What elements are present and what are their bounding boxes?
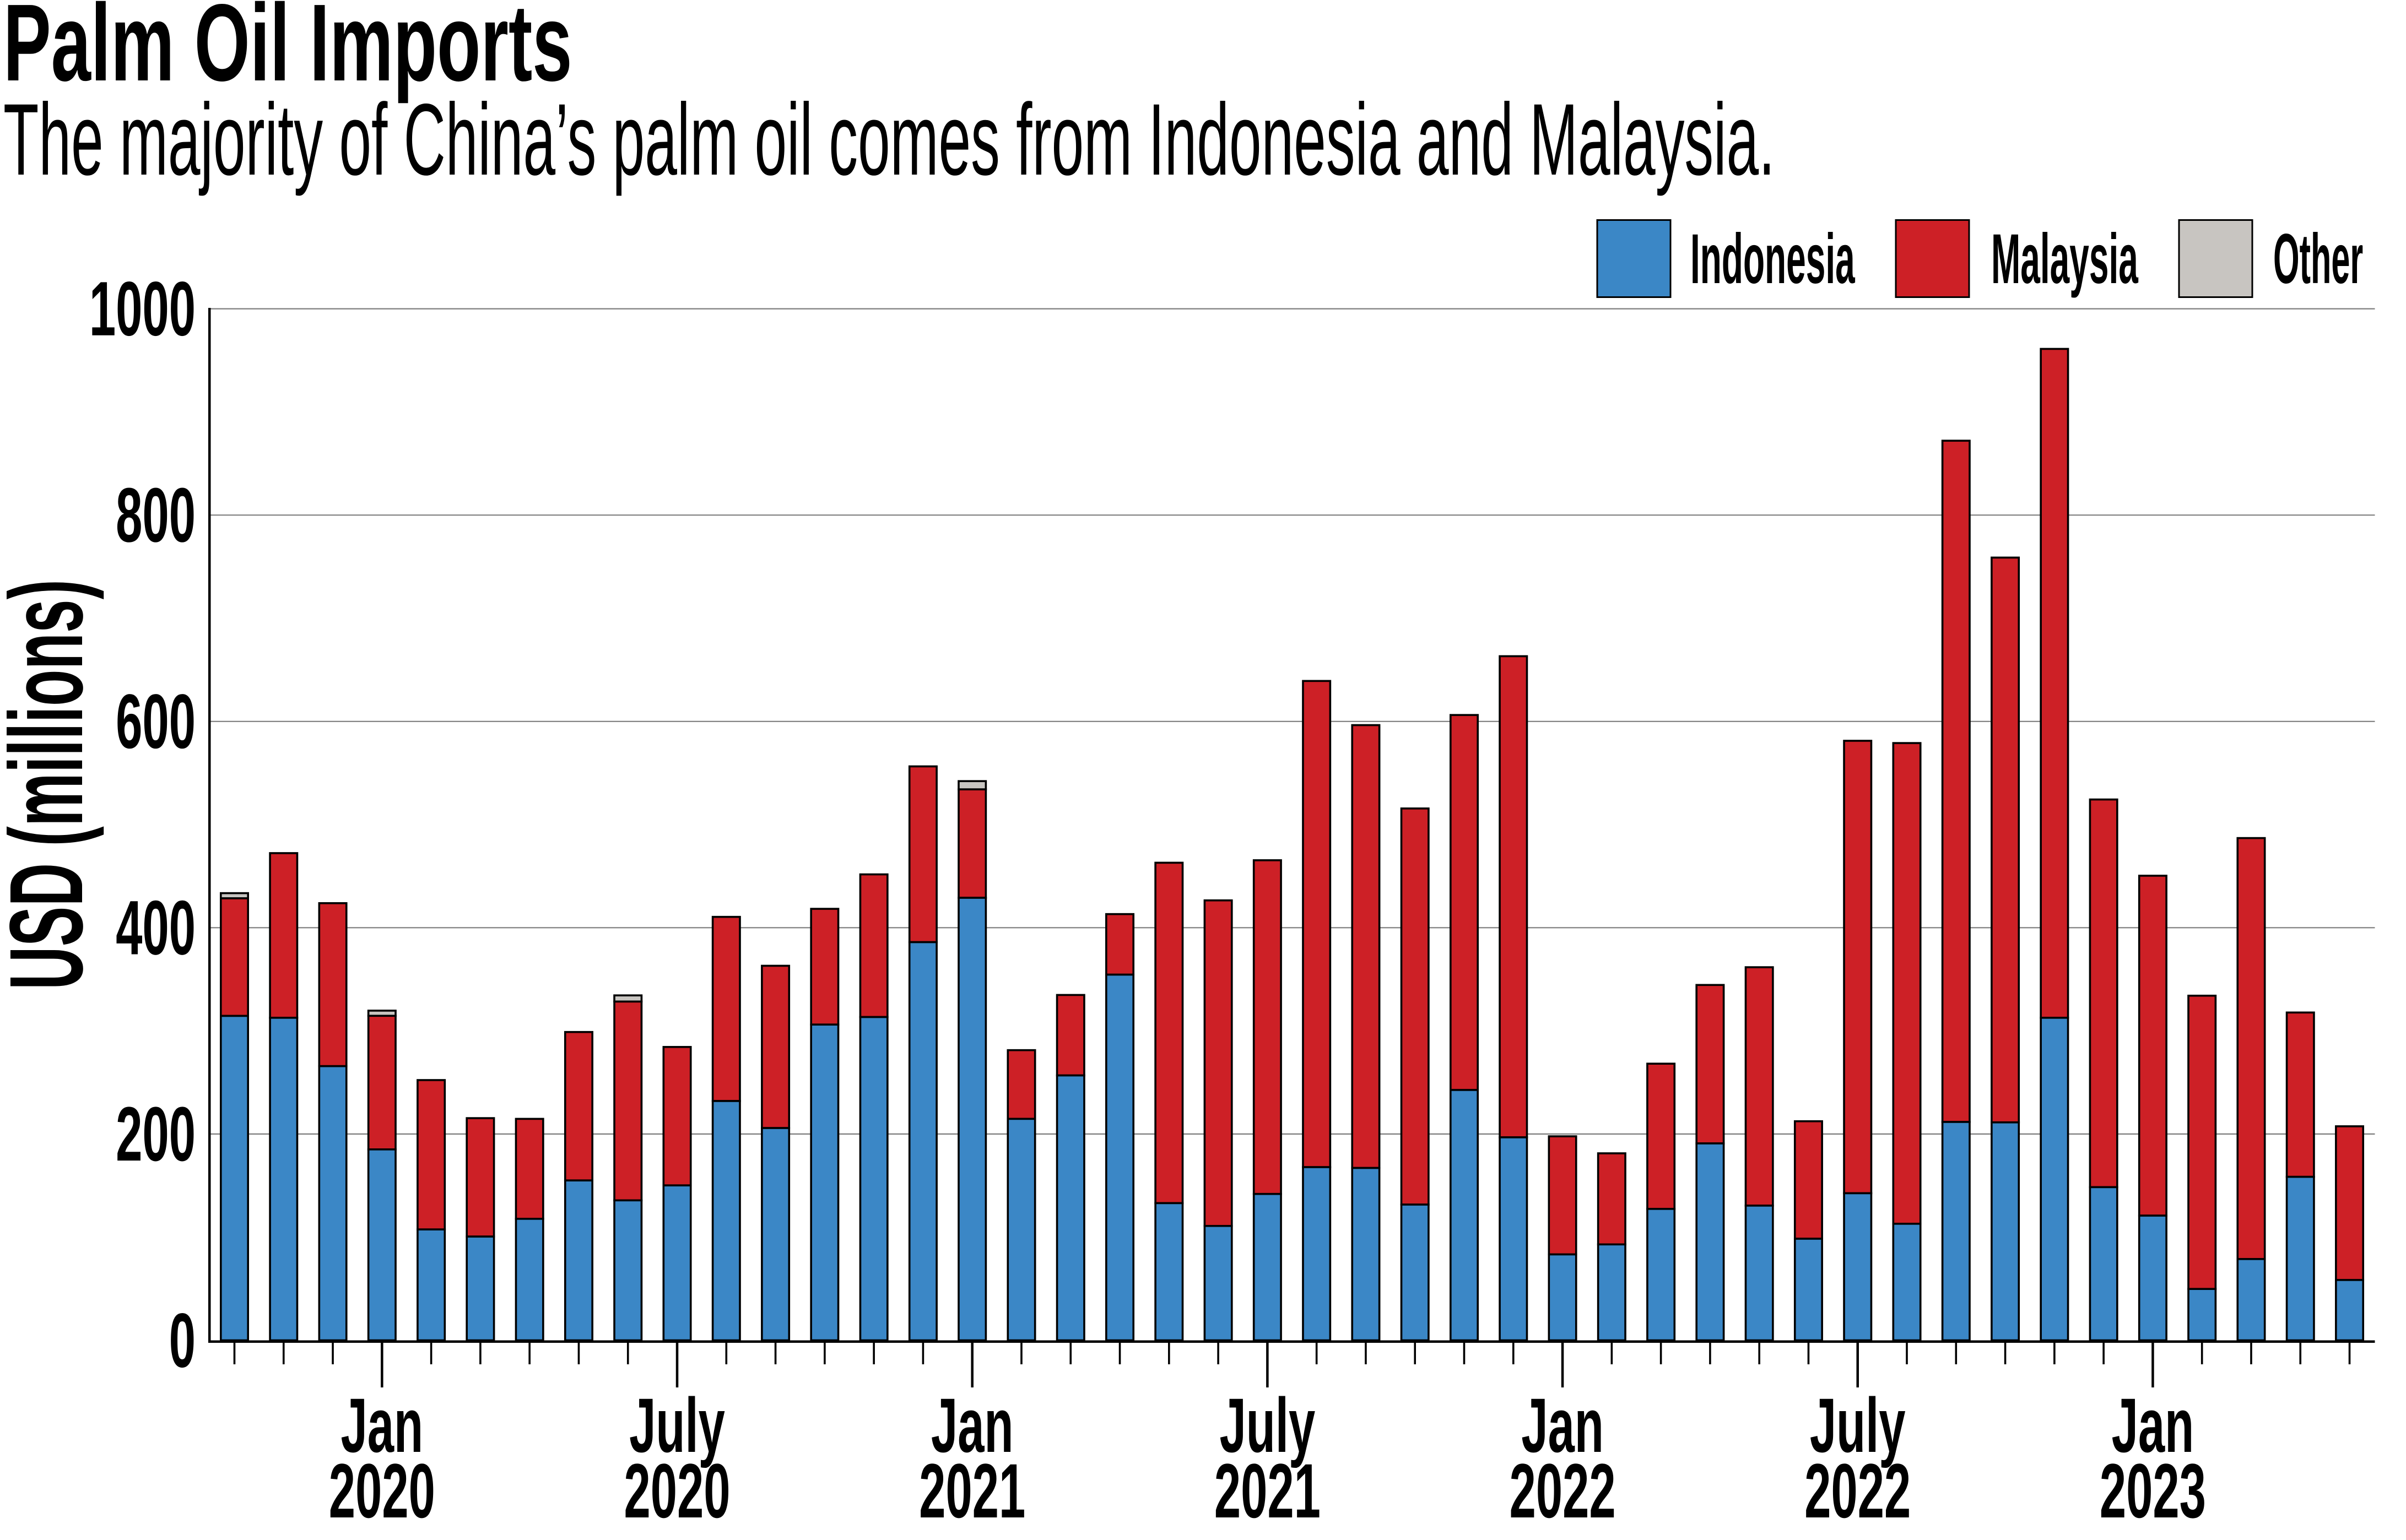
svg-text:200: 200 bbox=[116, 1091, 196, 1177]
svg-text:July: July bbox=[1220, 1382, 1316, 1468]
svg-text:Other: Other bbox=[2273, 220, 2363, 299]
svg-text:800: 800 bbox=[116, 472, 196, 558]
svg-text:USD (millions): USD (millions) bbox=[0, 579, 104, 990]
svg-text:0: 0 bbox=[169, 1297, 196, 1383]
svg-text:2021: 2021 bbox=[919, 1448, 1025, 1534]
svg-text:Malaysia: Malaysia bbox=[1991, 220, 2138, 299]
svg-text:Indonesia: Indonesia bbox=[1690, 220, 1855, 299]
svg-text:Jan: Jan bbox=[2112, 1382, 2194, 1468]
svg-text:2020: 2020 bbox=[329, 1448, 435, 1534]
svg-text:July: July bbox=[1810, 1382, 1906, 1468]
svg-text:2021: 2021 bbox=[1214, 1448, 1321, 1534]
svg-text:July: July bbox=[629, 1382, 725, 1468]
svg-text:2022: 2022 bbox=[1804, 1448, 1911, 1534]
svg-text:Jan: Jan bbox=[931, 1382, 1014, 1468]
svg-text:600: 600 bbox=[116, 679, 196, 764]
svg-text:2022: 2022 bbox=[1510, 1448, 1616, 1534]
svg-text:2023: 2023 bbox=[2100, 1448, 2206, 1534]
svg-text:The majority of China’s palm o: The majority of China’s palm oil comes f… bbox=[3, 83, 1775, 196]
svg-text:Jan: Jan bbox=[1521, 1382, 1604, 1468]
svg-text:Palm Oil Imports: Palm Oil Imports bbox=[3, 0, 572, 104]
svg-text:400: 400 bbox=[116, 885, 196, 970]
svg-text:Jan: Jan bbox=[341, 1382, 424, 1468]
svg-text:1000: 1000 bbox=[89, 265, 196, 351]
svg-text:2020: 2020 bbox=[624, 1448, 730, 1534]
